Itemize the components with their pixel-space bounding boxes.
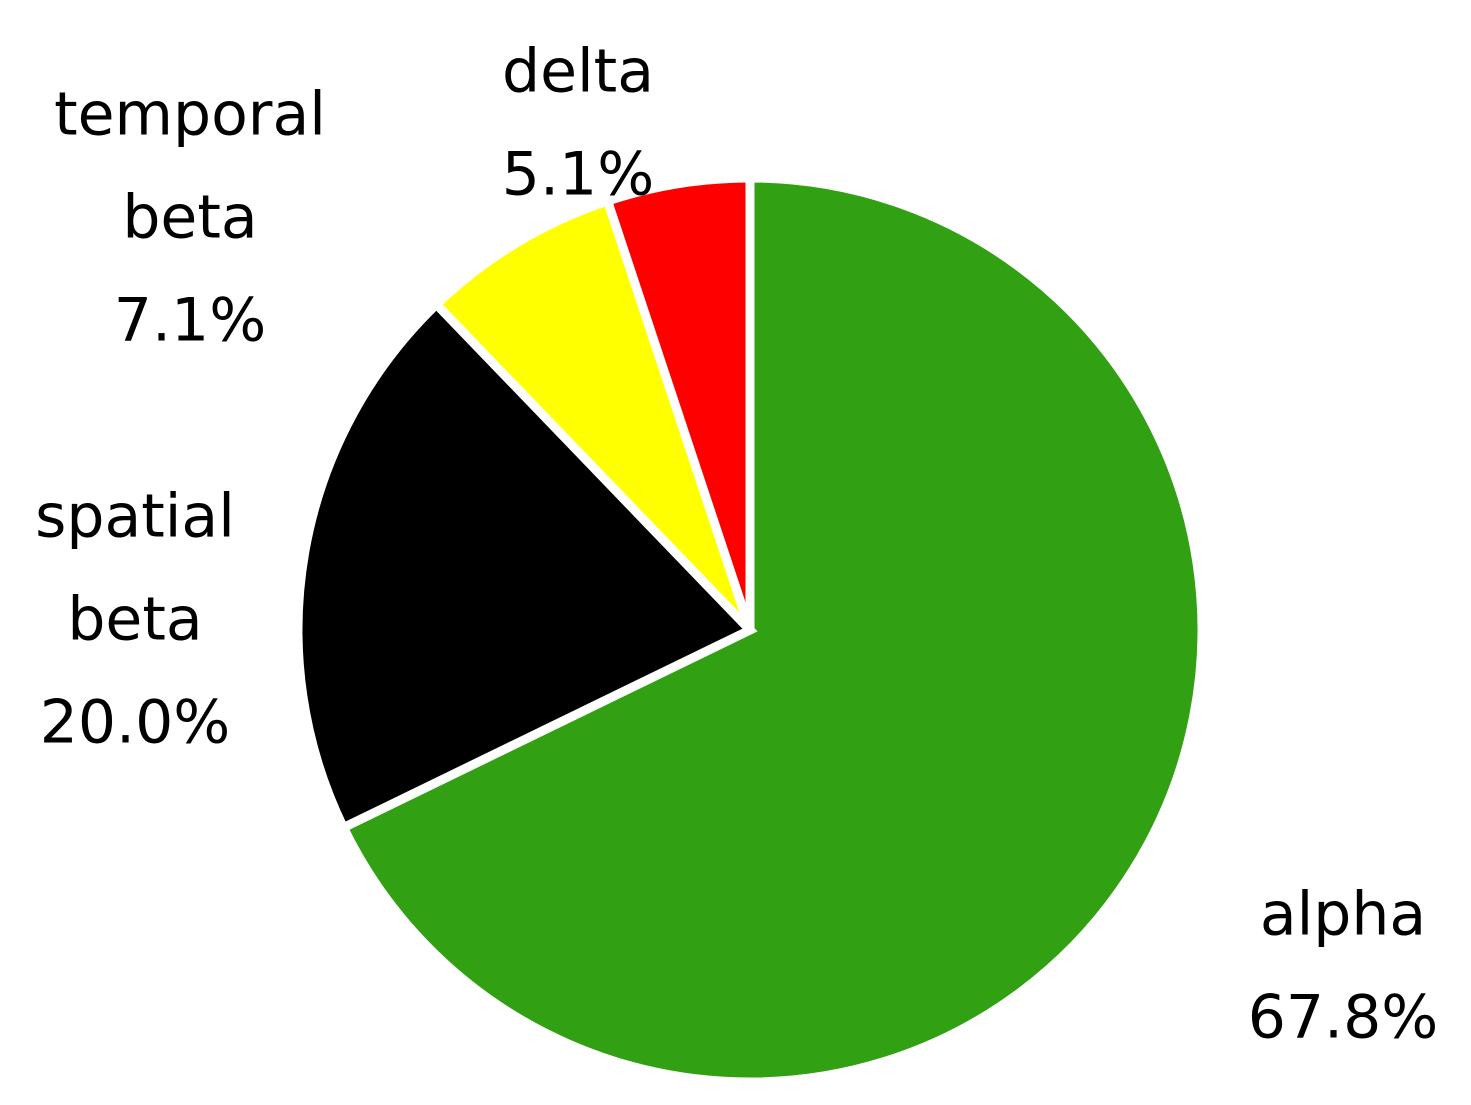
- slice-name-label: beta: [122, 183, 257, 253]
- pie-slice-temporal-beta: [430, 195, 755, 634]
- slice-percent-label: 7.1%: [114, 286, 266, 356]
- pie-slice-spatial-beta: [293, 298, 758, 834]
- pie-label-spatial-beta: spatial beta 20.0%: [35, 482, 235, 758]
- slice-percent-label: 5.1%: [502, 140, 654, 210]
- pie-slices: [293, 173, 1207, 1087]
- pie-labels: alpha 67.8% spatial beta 20.0% temporal beta 7.…: [35, 37, 1438, 1053]
- slice-percent-label: 67.8%: [1248, 983, 1439, 1053]
- slice-name-label: beta: [67, 585, 202, 655]
- slice-name-label: temporal: [54, 80, 326, 150]
- pie-slice-alpha: [337, 173, 1207, 1087]
- pie-slice-delta: [601, 173, 755, 632]
- pie-label-alpha: alpha 67.8%: [1248, 880, 1439, 1053]
- slice-name-label: delta: [502, 37, 654, 107]
- pie-label-temporal-beta: temporal beta 7.1%: [54, 80, 326, 356]
- slice-name-label: spatial: [35, 482, 235, 552]
- pie-label-delta: delta 5.1%: [502, 37, 654, 210]
- slice-percent-label: 20.0%: [40, 688, 231, 758]
- slice-name-label: alpha: [1260, 880, 1426, 950]
